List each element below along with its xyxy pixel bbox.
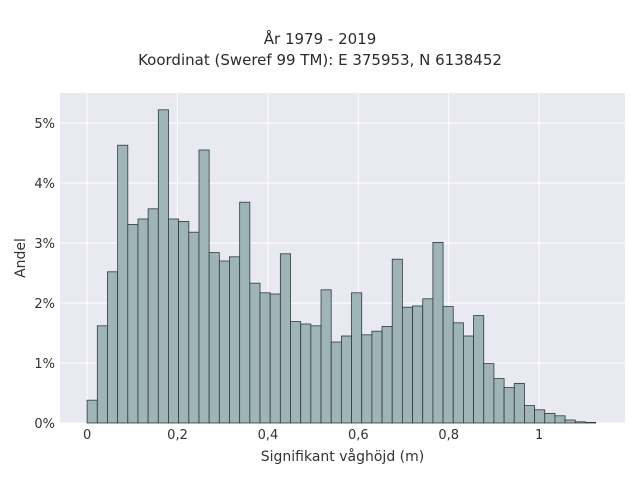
x-tick-label: 0,6 bbox=[348, 428, 369, 443]
histogram-bar bbox=[249, 282, 261, 424]
histogram-bar bbox=[198, 149, 210, 424]
histogram-bar bbox=[279, 253, 291, 424]
histogram-bar bbox=[300, 323, 312, 424]
x-tick-label: 1 bbox=[535, 428, 543, 443]
histogram-bar bbox=[422, 298, 434, 424]
y-tick-label: 1% bbox=[34, 357, 55, 372]
histogram-bar bbox=[117, 144, 129, 424]
histogram-bar bbox=[391, 258, 403, 424]
histogram-bar bbox=[157, 109, 169, 424]
x-tick-label: 0,4 bbox=[258, 428, 279, 443]
histogram-bar bbox=[412, 305, 424, 424]
histogram-bar bbox=[168, 218, 180, 424]
histogram-bar bbox=[208, 252, 220, 424]
y-tick-label: 0% bbox=[34, 417, 55, 432]
chart-title: År 1979 - 2019 bbox=[263, 30, 377, 48]
x-tick-label: 0,2 bbox=[167, 428, 188, 443]
histogram-bar bbox=[259, 292, 271, 424]
histogram-bar bbox=[239, 201, 251, 424]
y-tick-label: 2% bbox=[34, 297, 55, 312]
histogram-bar bbox=[320, 289, 332, 424]
histogram-bar bbox=[574, 421, 586, 424]
histogram-bar bbox=[340, 335, 352, 424]
histogram-bar bbox=[127, 223, 139, 424]
histogram-bar bbox=[585, 421, 597, 424]
histogram-bar bbox=[381, 325, 393, 424]
histogram-bar bbox=[371, 330, 383, 424]
histogram-bar bbox=[330, 341, 342, 424]
histogram-bar bbox=[401, 306, 413, 424]
y-tick-label: 4% bbox=[34, 177, 55, 192]
histogram-bar bbox=[513, 382, 525, 424]
histogram-bar bbox=[310, 325, 322, 424]
histogram-bar bbox=[564, 419, 576, 424]
x-axis-ticks: 0 0,2 0,4 0,6 0,8 1 bbox=[83, 428, 543, 443]
histogram-bar bbox=[218, 260, 230, 424]
histogram-bar bbox=[229, 256, 241, 424]
y-axis-label: Andel bbox=[13, 238, 29, 278]
histogram-bar bbox=[96, 325, 108, 424]
histogram-bar bbox=[351, 292, 363, 424]
y-axis-ticks: 0% 1% 2% 3% 4% 5% bbox=[34, 117, 55, 432]
histogram-bar bbox=[544, 412, 556, 424]
x-tick-label: 0 bbox=[83, 428, 91, 443]
histogram-bar bbox=[107, 271, 119, 424]
histogram-bar bbox=[269, 293, 281, 424]
histogram-bar bbox=[442, 306, 454, 424]
histogram-bars bbox=[86, 109, 597, 424]
histogram-bar bbox=[178, 220, 190, 424]
histogram-bar bbox=[137, 218, 149, 424]
histogram-bar bbox=[290, 321, 302, 424]
y-tick-label: 5% bbox=[34, 117, 55, 132]
x-axis-label: Signifikant våghöjd (m) bbox=[261, 448, 424, 465]
histogram-bar bbox=[483, 363, 495, 424]
histogram-bar bbox=[554, 415, 566, 424]
histogram-bar bbox=[432, 241, 444, 424]
histogram-bar bbox=[86, 399, 98, 424]
x-tick-label: 0,8 bbox=[438, 428, 459, 443]
histogram-bar bbox=[503, 387, 515, 424]
histogram-bar bbox=[493, 378, 505, 424]
histogram-bar bbox=[188, 231, 200, 424]
chart-subtitle: Koordinat (Sweref 99 TM): E 375953, N 61… bbox=[138, 51, 502, 69]
histogram-bar bbox=[524, 405, 535, 424]
histogram-bar bbox=[452, 322, 464, 424]
histogram-bar bbox=[463, 335, 474, 424]
histogram-bar bbox=[147, 208, 159, 424]
histogram-bar bbox=[473, 315, 485, 424]
histogram-bar bbox=[534, 409, 546, 424]
histogram-bar bbox=[361, 334, 373, 424]
y-tick-label: 3% bbox=[34, 237, 55, 252]
